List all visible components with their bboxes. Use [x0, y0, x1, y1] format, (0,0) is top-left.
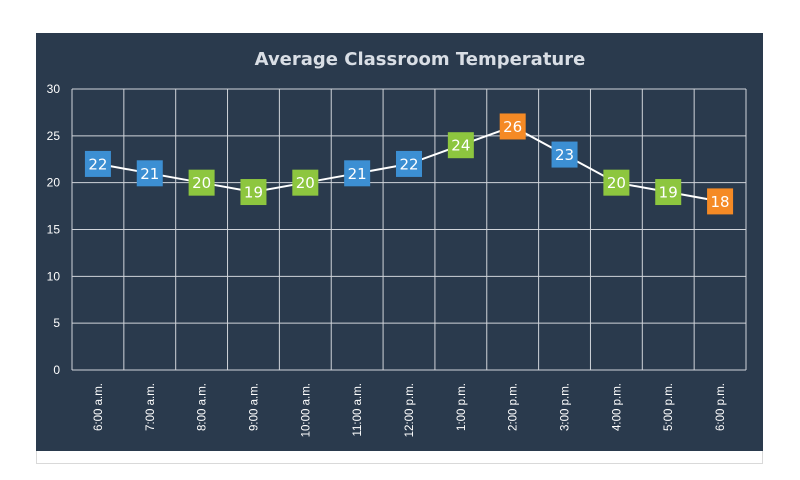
- data-point-marker: [188, 169, 215, 196]
- data-label: 20: [607, 174, 626, 192]
- x-tick-label: 6:00 p.m.: [715, 383, 727, 431]
- data-point-marker: [84, 150, 111, 177]
- data-point-marker: [447, 132, 474, 159]
- gridlines: [71, 88, 747, 371]
- y-tick-label: 25: [47, 129, 61, 143]
- y-tick-label: 0: [53, 363, 60, 377]
- data-label: 20: [296, 174, 315, 192]
- x-tick-label: 11:00 a.m.: [352, 383, 364, 437]
- x-tick-label: 9:00 a.m.: [248, 383, 260, 431]
- y-tick-label: 20: [47, 176, 61, 190]
- x-tick-label: 2:00 p.m.: [508, 383, 520, 431]
- y-tick-label: 5: [53, 316, 60, 330]
- x-tick-label: 1:00 p.m.: [456, 383, 468, 431]
- y-axis-ticks: 0 5 10 15 20 25 30: [47, 82, 61, 377]
- x-tick-label: 5:00 p.m.: [663, 383, 675, 431]
- x-tick-label: 3:00 p.m.: [560, 383, 572, 431]
- data-point-marker: [344, 160, 371, 187]
- y-tick-label: 30: [47, 82, 61, 96]
- data-label: 20: [192, 174, 211, 192]
- data-label: 26: [503, 118, 522, 136]
- x-tick-label: 12:00 p.m.: [404, 383, 416, 437]
- x-tick-label: 7:00 a.m.: [145, 383, 157, 431]
- data-point-marker: [499, 113, 526, 140]
- data-label: 24: [451, 137, 470, 155]
- data-point-marker: [136, 160, 163, 187]
- data-label: 22: [88, 155, 107, 173]
- x-tick-label: 4:00 p.m.: [611, 383, 623, 431]
- data-point-marker: [240, 179, 267, 206]
- data-point-marker: [655, 179, 682, 206]
- data-label: 22: [399, 155, 418, 173]
- chart-title: Average Classroom Temperature: [255, 49, 586, 70]
- data-label: 19: [244, 184, 263, 202]
- y-tick-label: 10: [47, 269, 61, 283]
- data-markers: 22 21 20 19 20 21 22 24 26 23 20 19 18: [84, 113, 734, 215]
- data-point-marker: [292, 169, 319, 196]
- data-point-marker: [707, 188, 734, 215]
- temperature-line-chart: Average Classroom Temperature 0 5 10 15 20 25…: [36, 33, 763, 451]
- data-label: 19: [659, 184, 678, 202]
- data-label: 18: [711, 193, 730, 211]
- data-label: 21: [348, 165, 367, 183]
- y-tick-label: 15: [47, 223, 61, 237]
- x-tick-label: 6:00 a.m.: [93, 383, 105, 431]
- x-tick-label: 10:00 a.m.: [300, 383, 312, 437]
- x-axis-ticks: 6:00 a.m. 7:00 a.m. 8:00 a.m. 9:00 a.m. 10:0…: [93, 383, 727, 437]
- data-label: 21: [140, 165, 159, 183]
- x-tick-label: 8:00 a.m.: [197, 383, 209, 431]
- data-point-marker: [603, 169, 630, 196]
- data-label: 23: [555, 146, 574, 164]
- data-point-marker: [551, 141, 578, 168]
- data-point-marker: [396, 150, 422, 177]
